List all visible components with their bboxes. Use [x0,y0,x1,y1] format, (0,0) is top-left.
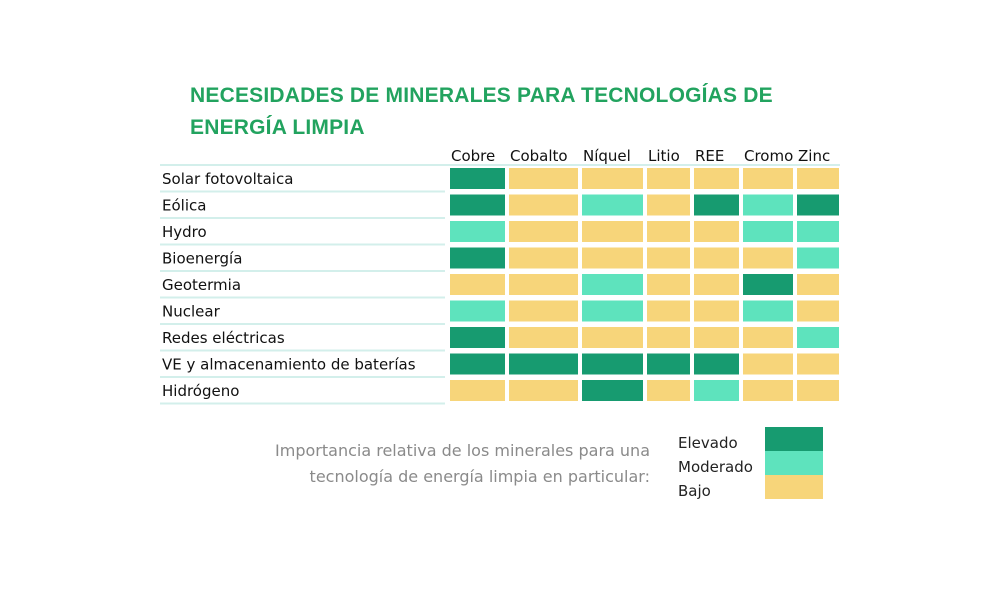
matrix-cell [743,353,793,375]
row-label: Solar fotovoltaica [162,170,293,188]
matrix-cell [509,353,578,375]
matrix-cell [450,327,505,348]
matrix-cell [582,194,643,216]
row-label: Nuclear [162,303,221,321]
row-label: Hydro [162,223,207,241]
row-label: Eólica [162,197,206,215]
matrix-cell [582,247,643,269]
matrix-cell [582,168,643,189]
matrix-cell [694,194,739,216]
matrix-cell [450,300,505,322]
matrix-cell [743,380,793,401]
matrix-cell [743,327,793,348]
matrix-cell [743,194,793,216]
column-header: Cobalto [510,147,568,165]
matrix-cell [582,274,643,295]
matrix-cell [509,380,578,401]
matrix-cell [450,274,505,295]
matrix-cell [694,274,739,295]
matrix-cell [509,300,578,322]
matrix-cell [647,247,690,269]
matrix-cell [509,274,578,295]
column-header: Litio [648,147,680,165]
matrix-cell [797,194,839,216]
matrix-cell [509,168,578,189]
column-header: Cromo [744,147,793,165]
matrix-cell [694,353,739,375]
matrix-cell [694,327,739,348]
matrix-cell [797,168,839,189]
matrix-cell [647,327,690,348]
matrix-cell [694,168,739,189]
legend-item-bajo: Bajo [678,475,828,504]
matrix-cell [450,380,505,401]
row-label: Hidrógeno [162,382,239,400]
matrix-cell [647,168,690,189]
matrix-cell [694,247,739,269]
legend-swatch-elevado [765,427,823,451]
matrix-cell [694,300,739,322]
matrix-cell [450,168,505,189]
chart-title-line-2: ENERGÍA LIMPIA [190,116,365,139]
matrix-cell [797,353,839,375]
matrix-cell [694,380,739,401]
matrix-cell [582,353,643,375]
matrix-cell [582,300,643,322]
matrix-cell [743,168,793,189]
matrix-cell [743,247,793,269]
matrix-cell [582,327,643,348]
matrix-cell [509,221,578,242]
legend-swatch-bajo [765,475,823,499]
matrix-cell [647,274,690,295]
chart-title: NECESIDADES DE MINERALES PARA TECNOLOGÍA… [190,80,810,144]
legend-item-elevado: Elevado [678,427,828,456]
matrix-cell [582,221,643,242]
matrix-cell [509,194,578,216]
matrix-cell [647,353,690,375]
chart-title-line-1: NECESIDADES DE MINERALES PARA TECNOLOGÍA… [190,84,773,107]
legend-item-moderado: Moderado [678,451,828,480]
matrix-cell [509,247,578,269]
matrix-cell [509,327,578,348]
matrix-cell [797,274,839,295]
column-header: Cobre [451,147,495,165]
matrix-cell [450,247,505,269]
matrix-cell [797,380,839,401]
column-header: REE [695,147,724,165]
legend-label: Moderado [678,458,753,476]
matrix-cell [694,221,739,242]
matrix-cell [450,353,505,375]
matrix-cell [647,194,690,216]
matrix-cell [743,300,793,322]
legend-label: Elevado [678,434,738,452]
matrix-cell [797,300,839,322]
matrix-cell [743,221,793,242]
legend-caption-line-2: tecnología de energía limpia en particul… [309,467,650,486]
column-header: Zinc [798,147,830,165]
matrix-cell [647,380,690,401]
row-label: Redes eléctricas [162,329,285,347]
matrix-cell [797,221,839,242]
row-label: VE y almacenamiento de baterías [162,356,416,374]
matrix-cell [743,274,793,295]
matrix-cell [647,221,690,242]
legend-swatch-moderado [765,451,823,475]
legend-caption-line-1: Importancia relativa de los minerales pa… [275,441,650,460]
legend-caption: Importancia relativa de los minerales pa… [210,438,650,490]
matrix-cell [582,380,643,401]
matrix-cell [450,194,505,216]
row-label: Geotermia [162,276,241,294]
matrix-cell [797,327,839,348]
matrix-cell [647,300,690,322]
row-label: Bioenergía [162,250,242,268]
mineral-matrix: Cobre Cobalto Níquel Litio REE Cromo Zinc Solar… [160,147,840,405]
column-header: Níquel [583,147,631,165]
legend-label: Bajo [678,482,711,500]
matrix-cell [450,221,505,242]
matrix-cell [797,247,839,269]
